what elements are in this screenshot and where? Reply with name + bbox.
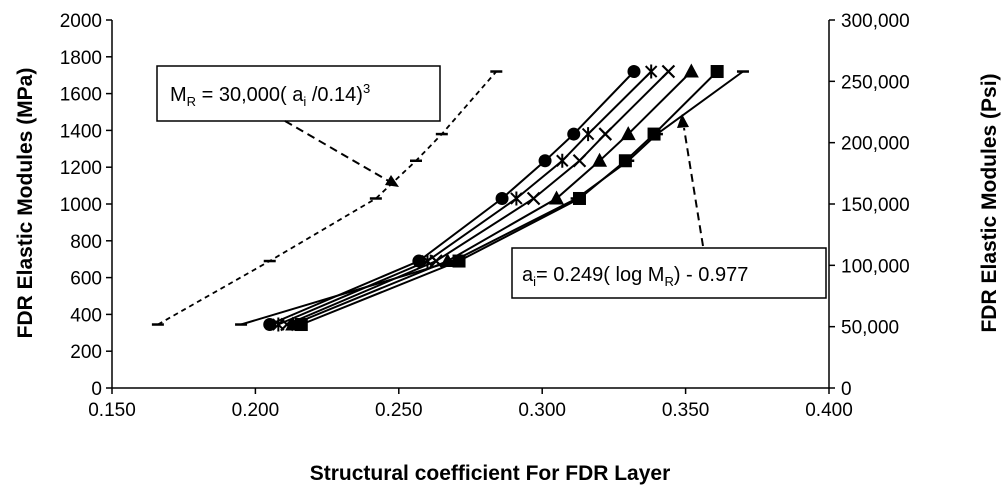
y2-tick-label: 0: [841, 379, 852, 400]
star-marker: [510, 191, 523, 206]
y-tick-label: 600: [70, 269, 102, 290]
x-marker: [526, 191, 541, 206]
annotation-ai-text: ai= 0.249( log MR) - 0.977: [522, 264, 748, 289]
y2-tick-label: 100,000: [841, 256, 910, 277]
series-line: [286, 70, 670, 326]
circle-marker: [627, 65, 641, 79]
annotation-mr-text: MR = 30,000( ai /0.14)3: [170, 81, 370, 109]
annotation-ai-arrowhead: [677, 114, 689, 128]
annotation-mr-formula: MR = 30,000( ai /0.14)3: [156, 65, 441, 187]
y2-tick-label: 150,000: [841, 195, 910, 216]
x-axis-title: Structural coefficient For FDR Layer: [310, 462, 671, 485]
circle-marker: [538, 154, 552, 168]
x-tick-label: 0.400: [805, 400, 853, 421]
triangle-marker: [592, 152, 608, 167]
square-marker: [572, 191, 586, 205]
axes: 0 200 400 600 800 1000 1200 1400 1600 1800 2000 0 50…: [60, 11, 910, 421]
star-marker: [556, 153, 569, 168]
y-tick-label: 1600: [60, 85, 102, 106]
y-tick-label: 2000: [60, 11, 102, 32]
series-line: [300, 70, 718, 326]
series-0: [151, 70, 503, 326]
y-tick-label: 800: [70, 232, 102, 253]
triangle-marker: [620, 126, 636, 141]
circle-marker: [567, 127, 581, 141]
y2-tick-label: 200,000: [841, 134, 910, 155]
annotation-ai-formula: ai= 0.249( log MR) - 0.977: [511, 114, 827, 299]
x-marker: [572, 153, 587, 168]
series-line: [157, 70, 497, 326]
annotation-ai-box: [511, 247, 827, 299]
star-marker: [644, 64, 658, 79]
series-2: [263, 65, 641, 332]
annotation-ai-arrow: [683, 127, 704, 247]
y-axis-title: FDR Elastic Modules (MPa): [14, 68, 37, 339]
circle-marker: [263, 318, 277, 332]
x-tick-label: 0.300: [518, 400, 566, 421]
annotation-mr-box: [156, 65, 441, 122]
series-6: [294, 65, 724, 332]
series-line: [292, 70, 693, 326]
y2-axis-title: FDR Elastic Modules (Psi): [978, 73, 1001, 332]
y2-tick-label: 250,000: [841, 72, 910, 93]
triangle-marker: [683, 63, 699, 78]
x-tick-label: 0.200: [232, 400, 280, 421]
series-layer: [151, 63, 749, 332]
y-tick-label: 0: [91, 379, 102, 400]
series-3: [272, 64, 658, 332]
series-line: [277, 70, 652, 326]
star-marker: [581, 127, 595, 142]
square-marker: [294, 318, 308, 332]
square-marker: [618, 154, 632, 168]
square-marker: [452, 254, 466, 268]
x-tick-label: 0.250: [375, 400, 423, 421]
y2-tick-label: 300,000: [841, 11, 910, 32]
x-tick-label: 0.350: [662, 400, 710, 421]
y-tick-label: 1800: [60, 48, 102, 69]
annotation-mr-arrow: [284, 120, 393, 184]
y-tick-label: 1200: [60, 158, 102, 179]
square-marker: [710, 65, 724, 79]
series-line: [269, 70, 635, 326]
y-tick-label: 1400: [60, 121, 102, 142]
y-tick-label: 200: [70, 342, 102, 363]
annotation-mr-arrowhead: [385, 175, 399, 187]
x-tick-label: 0.150: [88, 400, 136, 421]
triangle-marker: [549, 190, 565, 205]
x-marker: [598, 127, 613, 141]
y-tick-label: 400: [70, 305, 102, 326]
x-marker: [661, 64, 676, 79]
y-tick-label: 1000: [60, 195, 102, 216]
y2-tick-label: 50,000: [841, 318, 899, 339]
square-marker: [647, 127, 661, 141]
circle-marker: [495, 191, 509, 205]
